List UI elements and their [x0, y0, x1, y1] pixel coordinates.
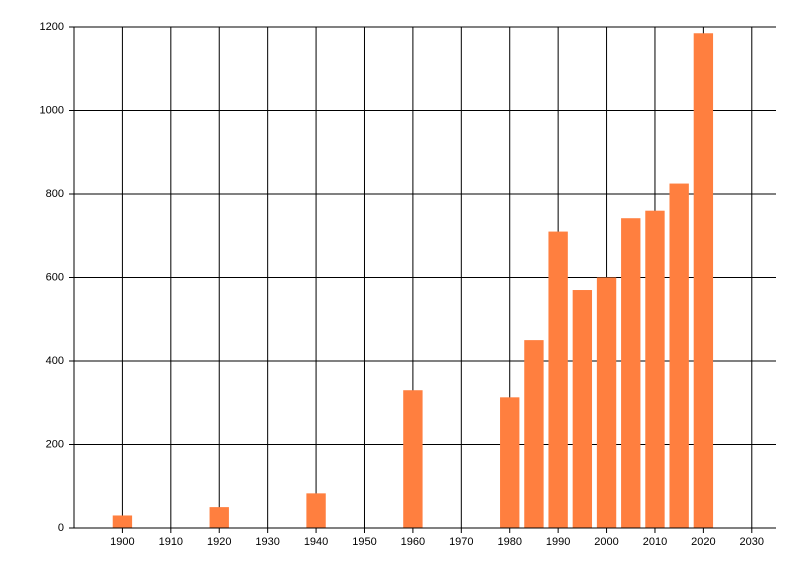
bar [669, 183, 689, 528]
y-tick-label: 1000 [40, 104, 64, 116]
x-tick-label: 1970 [449, 536, 473, 548]
y-tick-label: 800 [46, 188, 64, 200]
bar [209, 507, 229, 528]
x-tick-label: 1930 [255, 536, 279, 548]
bar [306, 493, 326, 528]
x-tick-label: 1940 [304, 536, 328, 548]
bar [572, 290, 593, 528]
bar [112, 515, 133, 528]
x-tick-label: 1950 [352, 536, 376, 548]
x-tick-label: 1960 [401, 536, 425, 548]
x-tick-label: 1990 [546, 536, 570, 548]
x-tick-label: 1920 [207, 536, 231, 548]
bar [524, 340, 544, 528]
x-tick-label: 2000 [594, 536, 618, 548]
y-tick-label: 200 [46, 438, 64, 450]
y-tick-label: 0 [58, 522, 64, 534]
bar [500, 397, 520, 528]
x-tick-label: 1910 [159, 536, 183, 548]
y-tick-label: 400 [46, 355, 64, 367]
bar [645, 210, 665, 528]
bar [403, 390, 423, 528]
bar [693, 33, 714, 528]
x-tick-label: 1900 [110, 536, 134, 548]
x-tick-label: 2030 [740, 536, 764, 548]
bar [596, 277, 617, 528]
bar [621, 218, 641, 528]
y-tick-label: 1200 [40, 21, 64, 33]
x-tick-label: 2010 [643, 536, 667, 548]
x-tick-label: 1980 [497, 536, 521, 548]
bar [548, 231, 568, 528]
x-tick-label: 2020 [691, 536, 715, 548]
y-tick-label: 600 [46, 271, 64, 283]
